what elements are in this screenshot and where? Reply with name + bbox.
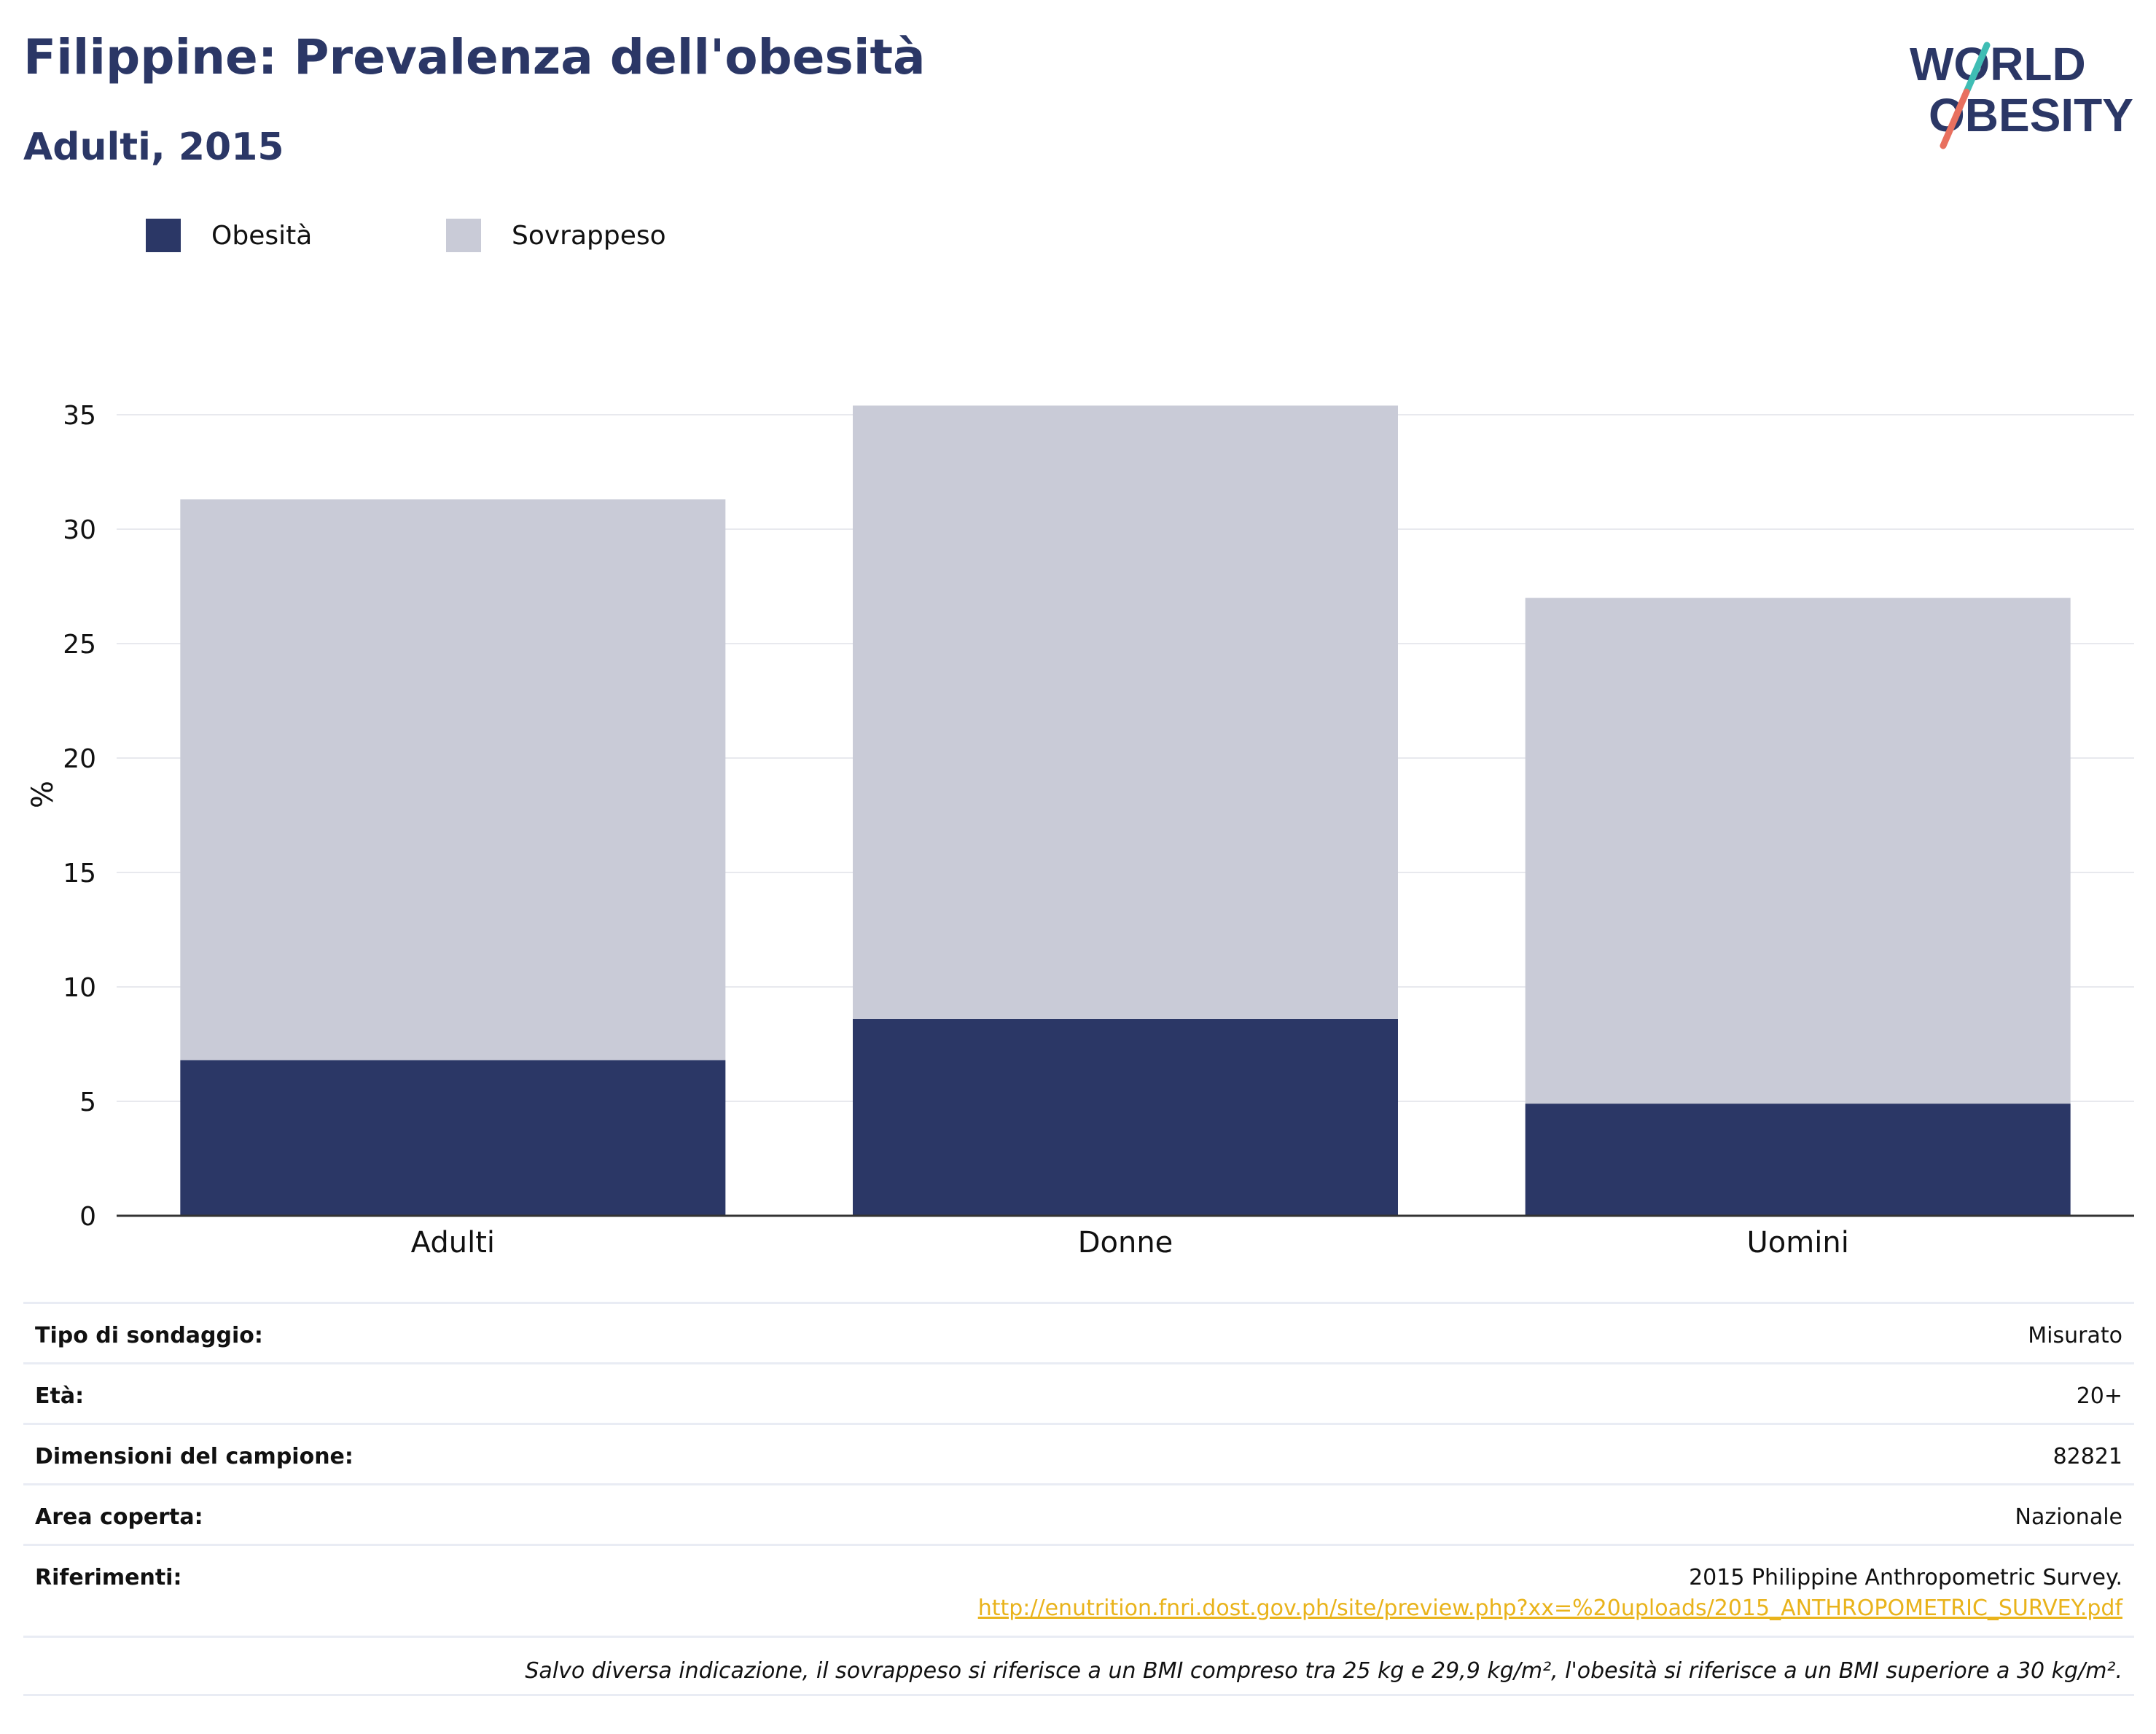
y-tick-label: 30	[63, 515, 96, 545]
bar-overweight-donne	[853, 405, 1398, 1019]
legend-label-overweight: Sovrappeso	[512, 221, 666, 251]
meta-value-sample-size: 82821	[2053, 1444, 2122, 1469]
bar-obesity-donne	[853, 1018, 1398, 1216]
meta-row-survey-type: Tipo di sondaggio: Misurato	[23, 1302, 2134, 1362]
meta-value-survey-type: Misurato	[2028, 1323, 2122, 1348]
legend-swatch-overweight	[446, 219, 481, 252]
world-obesity-logo: WORLD OBESITY	[1910, 38, 2133, 149]
legend-swatch-obesity	[146, 219, 181, 252]
y-tick-label: 20	[63, 744, 96, 774]
meta-key-references: Riferimenti:	[35, 1565, 182, 1590]
meta-value-area: Nazionale	[2015, 1504, 2122, 1530]
metadata-table: Tipo di sondaggio: Misurato Età: 20+ Dim…	[23, 1302, 2134, 1696]
chart-subtitle: Adulti, 2015	[23, 125, 284, 169]
bar-obesity-uomini	[1525, 1104, 2071, 1216]
x-tick-label: Uomini	[1747, 1226, 1849, 1260]
meta-value-references: 2015 Philippine Anthropometric Survey.	[1689, 1565, 2122, 1590]
y-tick-label: 15	[63, 859, 96, 889]
meta-key-age: Età:	[35, 1383, 85, 1409]
x-tick-label: Donne	[1078, 1226, 1173, 1260]
meta-row-area: Area coperta: Nazionale	[23, 1483, 2134, 1544]
y-axis-title: %	[26, 781, 60, 808]
bar-obesity-adulti	[180, 1060, 726, 1216]
legend-label-obesity: Obesità	[211, 221, 313, 251]
y-tick-label: 25	[63, 630, 96, 660]
bar-overweight-uomini	[1525, 598, 2071, 1104]
meta-key-sample-size: Dimensioni del campione:	[35, 1444, 354, 1469]
chart-title: Filippine: Prevalenza dell'obesità	[23, 29, 926, 85]
meta-row-sample-size: Dimensioni del campione: 82821	[23, 1423, 2134, 1483]
logo-line-1: WORLD	[1910, 38, 2086, 90]
meta-row-references: Riferimenti: 2015 Philippine Anthropomet…	[23, 1544, 2134, 1636]
logo-slash-coral	[1940, 88, 1970, 149]
y-tick-label: 5	[79, 1087, 96, 1117]
bar-overweight-adulti	[180, 499, 726, 1061]
meta-row-age: Età: 20+	[23, 1362, 2134, 1423]
y-tick-label: 0	[79, 1202, 96, 1232]
definition-note: Salvo diversa indicazione, il sovrappeso…	[525, 1658, 2122, 1684]
y-tick-label: 10	[63, 973, 96, 1003]
meta-value-age: 20+	[2076, 1383, 2122, 1409]
y-tick-label: 35	[63, 401, 96, 431]
x-tick-label: Adulti	[411, 1226, 495, 1260]
reference-link[interactable]: http://enutrition.fnri.dost.gov.ph/site/…	[977, 1596, 2122, 1621]
meta-key-survey-type: Tipo di sondaggio:	[35, 1323, 263, 1348]
bar-chart: 0 5 10 15 20 25 30 35 Adulti Donne Uomini%	[26, 401, 2134, 1260]
meta-row-note: Salvo diversa indicazione, il sovrappeso…	[23, 1636, 2134, 1696]
meta-key-area: Area coperta:	[35, 1504, 203, 1530]
logo-slash-teal	[1963, 42, 1991, 95]
